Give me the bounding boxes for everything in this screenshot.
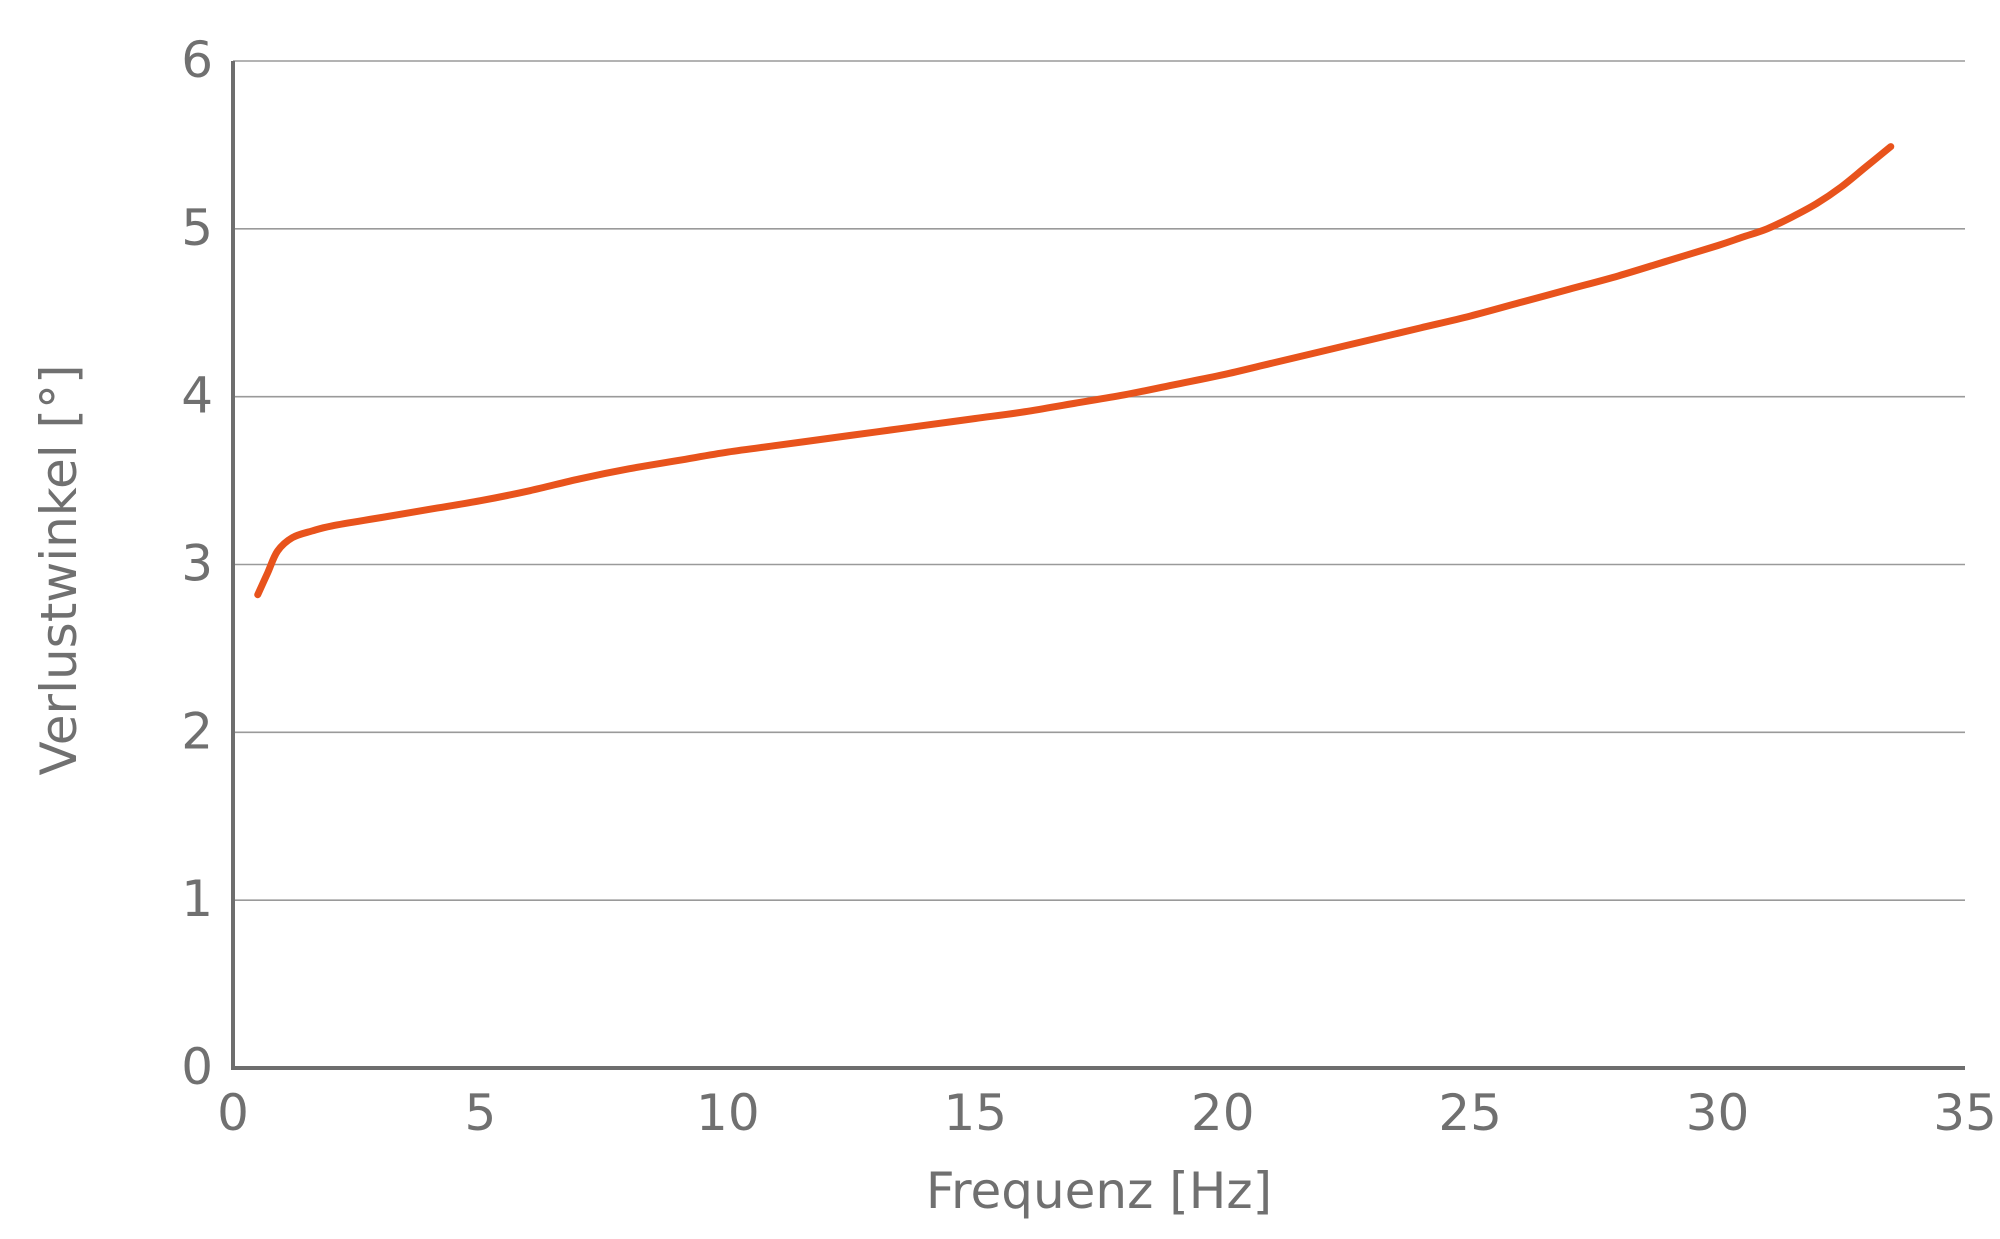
y-tick-label: 3 — [181, 535, 213, 593]
y-axis-title: Verlustwinkel [°] — [30, 364, 88, 775]
y-tick-label: 6 — [181, 31, 213, 89]
x-tick-label: 5 — [465, 1084, 497, 1142]
y-tick-label: 5 — [181, 199, 213, 257]
y-tick-label: 4 — [181, 367, 213, 425]
x-tick-label: 15 — [943, 1084, 1007, 1142]
x-tick-label: 30 — [1686, 1084, 1750, 1142]
y-tick-label: 2 — [181, 702, 213, 760]
y-tick-label: 1 — [181, 870, 213, 928]
y-tick-labels: 0 1 2 3 4 5 6 — [181, 31, 213, 1096]
x-tick-label: 35 — [1933, 1084, 1997, 1142]
gridlines — [233, 60, 1965, 901]
x-tick-labels: 0 5 10 15 20 25 30 35 — [217, 1084, 1997, 1142]
series-layer — [254, 143, 1895, 599]
x-tick-label: 20 — [1191, 1084, 1255, 1142]
x-tick-label: 0 — [217, 1084, 249, 1142]
x-tick-label: 25 — [1438, 1084, 1502, 1142]
x-axis-title: Frequenz [Hz] — [926, 1162, 1272, 1220]
axes — [231, 61, 1965, 1070]
series-line-0 — [254, 143, 1895, 599]
x-tick-label: 10 — [696, 1084, 760, 1142]
y-tick-label: 0 — [181, 1038, 213, 1096]
